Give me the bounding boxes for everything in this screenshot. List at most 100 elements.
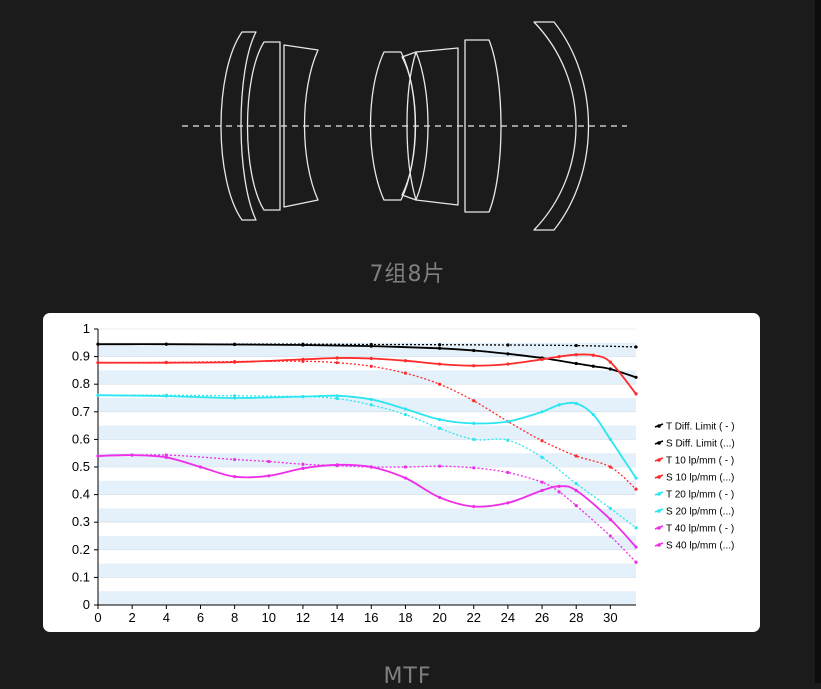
series-point-8: [233, 457, 237, 462]
series-point-7: [472, 504, 476, 509]
series-point-6: [506, 438, 510, 442]
series-point-8: [403, 465, 408, 469]
series-point-1: [608, 367, 612, 371]
series-point-2: [437, 343, 442, 347]
series-point-7: [130, 453, 134, 457]
series-point-3: [540, 357, 544, 361]
x-tick-label: 4: [163, 610, 170, 625]
series-point-5: [472, 421, 476, 425]
series-point-2: [164, 342, 168, 346]
background-band: [98, 425, 636, 440]
legend-marker: [657, 458, 661, 462]
series-point-4: [608, 465, 612, 469]
mtf-chart: 00.10.20.30.40.50.60.70.80.910 2 4 6 8 10 12 14…: [72, 321, 735, 625]
series-point-2: [369, 342, 373, 347]
lens-element-3: [283, 44, 319, 208]
legend-label: T 20 lp/mm ( - ): [666, 490, 734, 501]
mtf-caption: MTF: [383, 664, 432, 689]
lens-element-6: [415, 47, 459, 206]
series-point-7: [557, 484, 561, 488]
x-tick-label: 20: [432, 610, 446, 625]
y-tick-label: 0.7: [72, 404, 90, 419]
y-tick-label: 0.4: [72, 487, 90, 502]
series-point-8: [267, 459, 271, 464]
series-point-8: [164, 453, 168, 457]
lens-element-1: [220, 31, 257, 221]
series-point-2: [634, 345, 638, 349]
x-tick-label: 10: [262, 610, 276, 625]
series-point-8: [634, 560, 638, 564]
series-point-1: [472, 348, 476, 353]
series-point-5: [574, 401, 578, 406]
series-point-5: [233, 396, 237, 400]
series-point-3: [335, 356, 339, 360]
series-point-8: [335, 464, 339, 468]
series-point-5: [335, 394, 339, 398]
series-point-8: [574, 504, 578, 508]
x-tick-label: 18: [398, 610, 412, 625]
series-point-6: [96, 393, 100, 397]
series-point-5: [437, 417, 442, 422]
series-line-5: [97, 394, 637, 479]
series-point-6: [301, 395, 305, 399]
series-point-7: [267, 474, 271, 478]
series-point-4: [437, 382, 442, 386]
legend-marker: [657, 492, 661, 496]
series-point-7: [634, 545, 638, 549]
series-point-3: [369, 356, 373, 361]
legend-marker: [657, 509, 661, 513]
lens-diagram: [182, 21, 627, 231]
mtf-chart-card: 0 0.1 0.2 0.3 0.4 0.5 0.6 0.7 0.8 0.9 1 0 2 4 6 8 10 12 14…: [43, 313, 760, 632]
series-point-7: [574, 488, 578, 493]
series-line-8: [97, 454, 637, 563]
series-point-6: [233, 394, 237, 398]
legend-marker: [657, 526, 661, 530]
series-point-3: [437, 362, 442, 366]
series-point-4: [164, 360, 168, 364]
series-line-7: [97, 454, 637, 548]
series-point-6: [540, 455, 544, 459]
background-band: [98, 508, 636, 523]
series-point-2: [506, 343, 510, 347]
y-tick-label: 0.9: [72, 349, 90, 364]
series-point-6: [437, 426, 442, 430]
lens-element-7: [464, 39, 502, 213]
y-tick-label: 0.3: [72, 514, 90, 529]
series-point-6: [403, 412, 408, 417]
lens-caption: 7组8片: [369, 262, 446, 287]
x-tick-label: 22: [467, 610, 481, 625]
series-point-4: [634, 487, 638, 491]
series-point-4: [574, 454, 578, 458]
legend-label: T Diff. Limit ( - ): [666, 422, 735, 433]
legend-label: S 40 lp/mm (...): [666, 541, 734, 552]
background-band: [98, 563, 636, 578]
series-point-7: [506, 501, 510, 505]
background-band: [98, 591, 636, 605]
series-point-1: [437, 346, 442, 350]
series-point-4: [335, 361, 339, 365]
series-point-8: [96, 454, 100, 458]
series-point-6: [634, 526, 638, 530]
x-tick-label: 30: [603, 610, 617, 625]
series-point-8: [540, 480, 544, 484]
x-tick-label: 0: [94, 610, 101, 625]
legend-label: S 10 lp/mm (...): [666, 473, 734, 484]
series-point-5: [591, 412, 595, 417]
series-point-4: [472, 399, 476, 403]
y-tick-label: 0.6: [72, 431, 90, 446]
x-tick-label: 16: [364, 610, 378, 625]
series-point-2: [574, 343, 578, 348]
series-point-4: [233, 359, 237, 364]
series-point-3: [506, 362, 510, 366]
series-point-2: [301, 342, 305, 346]
series-point-1: [591, 364, 595, 368]
x-tick-label: 8: [231, 610, 238, 625]
series-point-6: [369, 403, 373, 407]
series-point-6: [472, 437, 476, 441]
y-tick-label: 0: [83, 597, 90, 612]
series-point-5: [369, 397, 373, 401]
series-point-4: [301, 359, 305, 363]
y-tick-label: 0.8: [72, 376, 90, 391]
series-point-5: [506, 419, 510, 424]
background-band: [98, 453, 636, 467]
